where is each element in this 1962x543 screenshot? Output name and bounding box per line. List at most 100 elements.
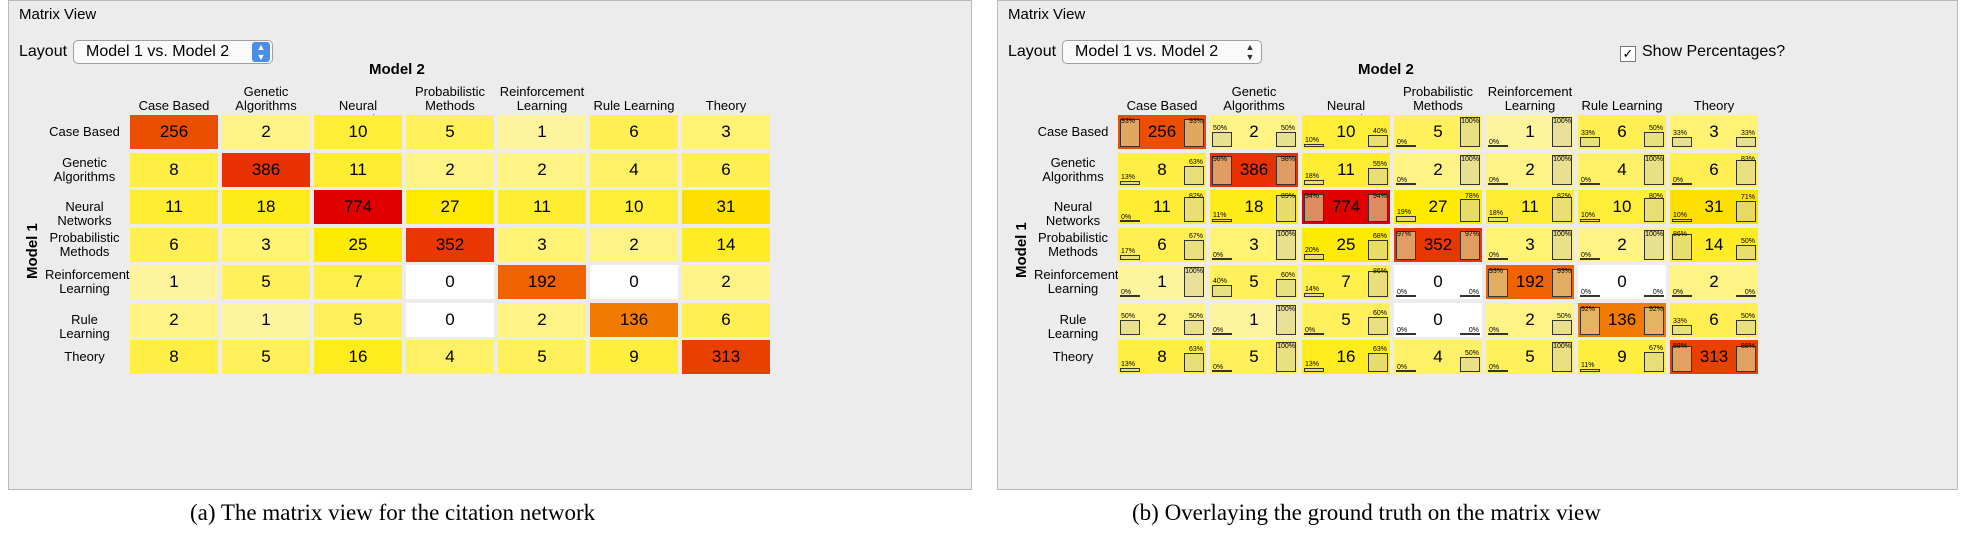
matrix-cell[interactable]: 10 10% 80% — [1578, 190, 1666, 224]
matrix-cell[interactable]: 2 0% 100% — [1578, 227, 1666, 262]
matrix-cell[interactable]: 14 86% 50% — [1670, 227, 1758, 262]
matrix-cell[interactable]: 2 — [406, 152, 494, 187]
matrix-cell[interactable]: 3 — [498, 227, 586, 262]
matrix-cell[interactable]: 0 — [406, 265, 494, 299]
matrix-cell[interactable]: 6 0% 83% — [1670, 152, 1758, 187]
matrix-cell[interactable]: 6 — [130, 227, 218, 262]
matrix-cell[interactable]: 5 — [406, 115, 494, 149]
matrix-cell[interactable]: 352 97% 97% — [1394, 227, 1482, 262]
matrix-cell[interactable]: 10 — [590, 190, 678, 224]
matrix-cell[interactable]: 192 93% 93% — [1486, 265, 1574, 299]
matrix-cell[interactable]: 2 — [222, 115, 310, 149]
matrix-cell[interactable]: 27 19% 78% — [1394, 190, 1482, 224]
matrix-cell[interactable]: 1 — [498, 115, 586, 149]
matrix-cell[interactable]: 4 0% 50% — [1394, 340, 1482, 374]
matrix-cell[interactable]: 14 — [682, 227, 770, 262]
matrix-cell[interactable]: 3 0% 100% — [1486, 227, 1574, 262]
matrix-cell[interactable]: 2 0% 0% — [1670, 265, 1758, 299]
matrix-cell[interactable]: 1 — [222, 302, 310, 337]
matrix-cell[interactable]: 4 — [590, 152, 678, 187]
matrix-cell[interactable]: 2 50% 50% — [1118, 302, 1206, 337]
matrix-cell[interactable]: 136 — [590, 302, 678, 337]
matrix-cell[interactable]: 774 94% 94% — [1302, 190, 1390, 224]
matrix-cell[interactable]: 2 50% 50% — [1210, 115, 1298, 149]
layout-select[interactable]: Model 1 vs. Model 2 ▲ ▼ — [1062, 40, 1262, 64]
matrix-cell[interactable]: 6 33% 50% — [1670, 302, 1758, 337]
matrix-cell[interactable]: 6 — [682, 302, 770, 337]
matrix-cell[interactable]: 31 10% 71% — [1670, 190, 1758, 224]
matrix-cell[interactable]: 0 — [406, 302, 494, 337]
matrix-cell[interactable]: 8 13% 63% — [1118, 340, 1206, 374]
matrix-cell[interactable]: 2 — [498, 152, 586, 187]
matrix-cell[interactable]: 2 — [130, 302, 218, 337]
matrix-cell[interactable]: 27 — [406, 190, 494, 224]
matrix-cell[interactable]: 5 0% 100% — [1210, 340, 1298, 374]
matrix-cell[interactable]: 11 18% 82% — [1486, 190, 1574, 224]
matrix-cell[interactable]: 774 — [314, 190, 402, 224]
matrix-cell[interactable]: 3 0% 100% — [1210, 227, 1298, 262]
matrix-cell[interactable]: 256 93% 93% — [1118, 115, 1206, 149]
matrix-cell[interactable]: 18 — [222, 190, 310, 224]
matrix-cell[interactable]: 0 0% 0% — [1394, 265, 1482, 299]
checkbox-checked-icon[interactable]: ✓ — [1620, 46, 1636, 62]
matrix-cell[interactable]: 25 20% 68% — [1302, 227, 1390, 262]
matrix-cell[interactable]: 3 33% 33% — [1670, 115, 1758, 149]
matrix-cell[interactable]: 16 — [314, 340, 402, 374]
matrix-cell[interactable]: 11 — [314, 152, 402, 187]
matrix-cell[interactable]: 1 0% 100% — [1210, 302, 1298, 337]
matrix-cell[interactable]: 9 11% 67% — [1578, 340, 1666, 374]
matrix-cell[interactable]: 313 — [682, 340, 770, 374]
matrix-cell[interactable]: 11 — [130, 190, 218, 224]
matrix-cell[interactable]: 192 — [498, 265, 586, 299]
matrix-cell[interactable]: 5 40% 60% — [1210, 265, 1298, 299]
matrix-cell[interactable]: 0 0% 0% — [1578, 265, 1666, 299]
matrix-cell[interactable]: 5 — [222, 265, 310, 299]
matrix-cell[interactable]: 2 0% 50% — [1486, 302, 1574, 337]
matrix-cell[interactable]: 2 0% 100% — [1486, 152, 1574, 187]
matrix-cell[interactable]: 7 — [314, 265, 402, 299]
matrix-cell[interactable]: 18 11% 89% — [1210, 190, 1298, 224]
matrix-cell[interactable]: 1 — [130, 265, 218, 299]
matrix-cell[interactable]: 25 — [314, 227, 402, 262]
matrix-cell[interactable]: 16 13% 63% — [1302, 340, 1390, 374]
matrix-cell[interactable]: 11 0% 82% — [1118, 190, 1206, 224]
matrix-cell[interactable]: 5 0% 100% — [1486, 340, 1574, 374]
matrix-cell[interactable]: 6 — [682, 152, 770, 187]
matrix-cell[interactable]: 9 — [590, 340, 678, 374]
matrix-cell[interactable]: 2 — [498, 302, 586, 337]
matrix-cell[interactable]: 31 — [682, 190, 770, 224]
matrix-cell[interactable]: 0 — [590, 265, 678, 299]
matrix-cell[interactable]: 4 — [406, 340, 494, 374]
matrix-cell[interactable]: 313 88% 88% — [1670, 340, 1758, 374]
matrix-cell[interactable]: 8 — [130, 340, 218, 374]
matrix-cell[interactable]: 256 — [130, 115, 218, 149]
matrix-cell[interactable]: 1 0% 100% — [1118, 265, 1206, 299]
matrix-cell[interactable]: 5 — [222, 340, 310, 374]
matrix-cell[interactable]: 5 0% 100% — [1394, 115, 1482, 149]
matrix-cell[interactable]: 5 — [314, 302, 402, 337]
matrix-cell[interactable]: 5 — [498, 340, 586, 374]
matrix-cell[interactable]: 2 — [682, 265, 770, 299]
layout-select[interactable]: Model 1 vs. Model 2 ▲ ▼ — [73, 40, 273, 64]
matrix-cell[interactable]: 0 0% 0% — [1394, 302, 1482, 337]
matrix-cell[interactable]: 8 — [130, 152, 218, 187]
matrix-cell[interactable]: 10 — [314, 115, 402, 149]
matrix-cell[interactable]: 4 0% 100% — [1578, 152, 1666, 187]
matrix-cell[interactable]: 136 92% 92% — [1578, 302, 1666, 337]
matrix-cell[interactable]: 6 17% 67% — [1118, 227, 1206, 262]
matrix-cell[interactable]: 6 — [590, 115, 678, 149]
matrix-cell[interactable]: 352 — [406, 227, 494, 262]
matrix-cell[interactable]: 11 — [498, 190, 586, 224]
matrix-cell[interactable]: 7 14% 86% — [1302, 265, 1390, 299]
matrix-cell[interactable]: 1 0% 100% — [1486, 115, 1574, 149]
matrix-cell[interactable]: 3 — [222, 227, 310, 262]
matrix-cell[interactable]: 3 — [682, 115, 770, 149]
matrix-cell[interactable]: 8 13% 63% — [1118, 152, 1206, 187]
matrix-cell[interactable]: 2 — [590, 227, 678, 262]
matrix-cell[interactable]: 5 0% 60% — [1302, 302, 1390, 337]
matrix-cell[interactable]: 10 10% 40% — [1302, 115, 1390, 149]
matrix-cell[interactable]: 2 0% 100% — [1394, 152, 1482, 187]
matrix-cell[interactable]: 11 18% 55% — [1302, 152, 1390, 187]
matrix-cell[interactable]: 386 — [222, 152, 310, 187]
show-percentages-toggle[interactable]: ✓ Show Percentages? — [1620, 43, 1785, 62]
